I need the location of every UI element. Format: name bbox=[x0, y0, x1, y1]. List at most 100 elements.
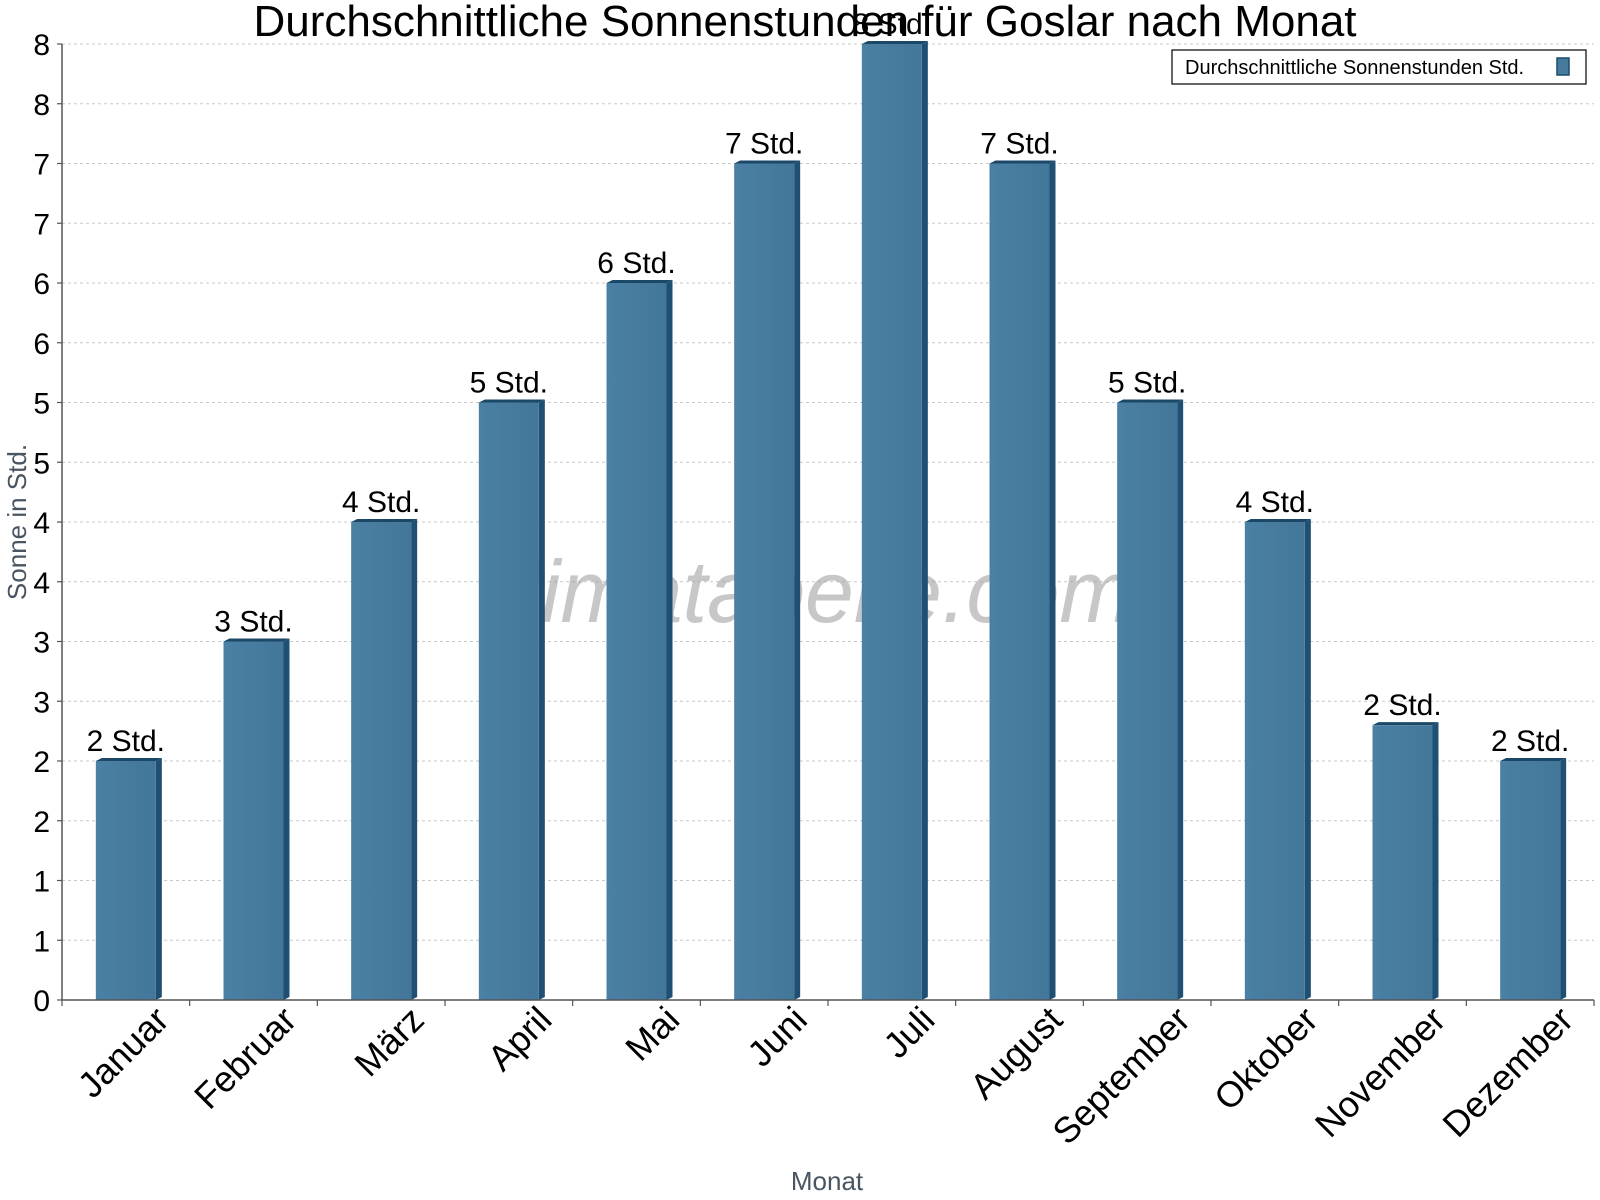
y-axis-title: Sonne in Std. bbox=[2, 444, 32, 600]
y-tick-label: 2 bbox=[33, 806, 50, 839]
y-tick-label: 8 bbox=[33, 29, 50, 62]
bar-front bbox=[734, 163, 795, 1000]
y-tick-label: 1 bbox=[33, 925, 50, 958]
x-tick-label: Dezember bbox=[1434, 999, 1580, 1145]
y-axis-ticks: 0 1 1 2 2 3 3 4 4 5 5 6 6 7 7 8 8 bbox=[33, 29, 62, 1018]
y-tick-label: 2 bbox=[33, 746, 50, 779]
bar-front bbox=[351, 522, 412, 1000]
bar bbox=[734, 160, 801, 1000]
y-tick-label: 6 bbox=[33, 268, 50, 301]
bar-top bbox=[1244, 519, 1311, 522]
bar-side bbox=[155, 758, 162, 1000]
x-tick-label: August bbox=[962, 999, 1070, 1107]
bar-value-label: 6 Std. bbox=[597, 247, 675, 280]
bar bbox=[1372, 722, 1439, 1000]
bar-side bbox=[921, 41, 928, 1000]
bar-value-label: 2 Std. bbox=[87, 725, 165, 758]
bar-front bbox=[95, 761, 156, 1000]
x-tick-label: Juli bbox=[875, 999, 942, 1066]
y-tick-label: 4 bbox=[33, 507, 50, 540]
bar-value-label: 2 Std. bbox=[1363, 689, 1441, 722]
x-tick-label: Januar bbox=[70, 999, 177, 1106]
x-tick-label: April bbox=[480, 999, 560, 1079]
bar-value-label: 8 Std. bbox=[853, 8, 931, 41]
bar-value-label: 5 Std. bbox=[470, 367, 548, 400]
bar-value-label: 2 Std. bbox=[1491, 725, 1569, 758]
legend: Durchschnittliche Sonnenstunden Std. bbox=[1171, 49, 1587, 85]
bar-side bbox=[538, 399, 545, 1000]
x-axis-ticks: Januar Februar März April Mai Juni Juli AugustS… bbox=[61, 999, 1595, 1153]
bar-value-labels: 2 Std. 3 Std. 4 Std. 5 Std. 6 Std. 7 Std. 8 St… bbox=[87, 8, 1570, 758]
bar-top bbox=[351, 519, 418, 522]
bar-value-label: 5 Std. bbox=[1108, 367, 1186, 400]
bar-side bbox=[1432, 722, 1439, 1000]
x-tick-label: Februar bbox=[186, 999, 304, 1117]
bar-top bbox=[861, 41, 928, 44]
bar-top bbox=[1117, 399, 1184, 403]
bar bbox=[223, 638, 290, 1000]
x-tick-label: Juni bbox=[739, 999, 815, 1075]
bars bbox=[95, 41, 1567, 1000]
bar-front bbox=[478, 402, 539, 1000]
bar-side bbox=[666, 280, 673, 1000]
bar-front bbox=[861, 44, 922, 1000]
bar bbox=[606, 280, 673, 1000]
y-tick-label: 5 bbox=[33, 388, 50, 421]
bar-side bbox=[1177, 399, 1184, 1000]
bar-front bbox=[1244, 522, 1305, 1000]
chart-title: Durchschnittliche Sonnenstunden für Gosl… bbox=[253, 0, 1356, 46]
bar-side bbox=[1560, 758, 1567, 1000]
y-tick-label: 7 bbox=[33, 208, 50, 241]
bar bbox=[861, 41, 928, 1000]
bar-top bbox=[606, 280, 673, 283]
bar-side bbox=[1304, 519, 1311, 1000]
bar-side bbox=[1049, 160, 1056, 1000]
bar bbox=[1500, 758, 1567, 1000]
bar-front bbox=[1500, 761, 1561, 1000]
bar bbox=[1244, 519, 1311, 1000]
y-tick-label: 6 bbox=[33, 328, 50, 361]
grid-lines bbox=[62, 43, 1594, 941]
y-tick-label: 4 bbox=[33, 567, 50, 600]
bar-side bbox=[411, 519, 418, 1000]
bar-top bbox=[1500, 758, 1567, 761]
bar-front bbox=[606, 283, 667, 1000]
bar-top bbox=[223, 638, 290, 642]
x-tick-label: März bbox=[346, 999, 432, 1085]
x-tick-label: Mai bbox=[617, 999, 687, 1069]
bar-top bbox=[478, 399, 545, 403]
x-tick-label: November bbox=[1307, 999, 1453, 1145]
x-tick-label: September bbox=[1044, 999, 1198, 1153]
y-tick-label: 1 bbox=[33, 866, 50, 899]
bar-top bbox=[1372, 722, 1439, 726]
bar-front bbox=[989, 163, 1050, 1000]
bar-value-label: 4 Std. bbox=[342, 486, 420, 519]
x-axis-title: Monat bbox=[791, 1166, 864, 1196]
y-tick-label: 3 bbox=[33, 686, 50, 719]
bar-side bbox=[794, 160, 801, 1000]
bar-top bbox=[989, 160, 1056, 164]
bar-value-label: 4 Std. bbox=[1236, 486, 1314, 519]
bar bbox=[95, 758, 162, 1000]
bar bbox=[351, 519, 418, 1000]
bar-front bbox=[1117, 402, 1178, 1000]
bar-value-label: 3 Std. bbox=[214, 606, 292, 639]
y-tick-label: 3 bbox=[33, 627, 50, 660]
bar-top bbox=[734, 160, 801, 164]
bar-value-label: 7 Std. bbox=[725, 128, 803, 161]
bar bbox=[478, 399, 545, 1000]
y-tick-label: 8 bbox=[33, 89, 50, 122]
legend-label: Durchschnittliche Sonnenstunden Std. bbox=[1185, 57, 1524, 79]
bar-front bbox=[223, 641, 284, 1000]
y-tick-label: 0 bbox=[33, 985, 50, 1018]
y-tick-label: 7 bbox=[33, 149, 50, 182]
bar-top bbox=[95, 758, 162, 761]
legend-swatch bbox=[1556, 57, 1570, 76]
bar bbox=[989, 160, 1056, 1000]
bar-front bbox=[1372, 725, 1433, 1000]
bar-value-label: 7 Std. bbox=[980, 128, 1058, 161]
bar bbox=[1117, 399, 1184, 1000]
bar-side bbox=[283, 638, 290, 1000]
legend-box bbox=[1171, 49, 1587, 85]
